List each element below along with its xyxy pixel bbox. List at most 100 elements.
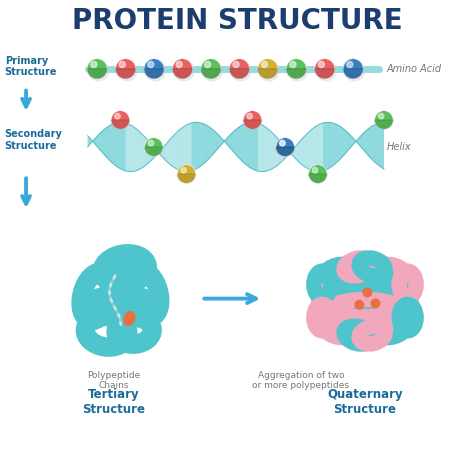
Polygon shape [340,127,341,159]
Polygon shape [156,150,157,155]
Polygon shape [380,123,381,167]
Polygon shape [273,134,274,168]
Polygon shape [166,143,167,162]
Polygon shape [344,129,345,155]
Polygon shape [91,140,92,143]
Polygon shape [224,140,225,142]
Polygon shape [132,126,133,172]
Polygon shape [265,127,266,171]
Polygon shape [364,132,365,151]
Polygon shape [246,123,247,166]
Circle shape [116,59,136,79]
Circle shape [233,61,239,68]
Polygon shape [347,132,348,151]
Polygon shape [232,132,233,152]
Polygon shape [357,139,358,144]
Polygon shape [345,129,346,155]
Circle shape [201,59,221,79]
Polygon shape [349,134,350,149]
Circle shape [87,59,107,79]
Polygon shape [312,128,313,171]
Polygon shape [119,122,120,169]
Polygon shape [189,124,190,172]
Polygon shape [254,122,255,170]
Polygon shape [329,122,330,168]
Polygon shape [146,139,147,165]
Polygon shape [236,128,237,156]
Wedge shape [111,120,129,129]
Polygon shape [100,132,101,151]
Circle shape [181,167,186,173]
Text: PROTEIN STRUCTURE: PROTEIN STRUCTURE [72,7,402,36]
Circle shape [371,299,380,308]
Polygon shape [221,138,222,145]
Polygon shape [244,124,245,163]
Polygon shape [249,122,250,168]
Polygon shape [321,123,322,171]
Polygon shape [278,138,279,165]
Polygon shape [373,125,374,161]
Polygon shape [377,123,378,165]
Circle shape [319,61,324,68]
Polygon shape [127,123,128,172]
Polygon shape [286,148,287,157]
Polygon shape [106,128,107,158]
Polygon shape [237,128,238,157]
Polygon shape [141,133,142,168]
Polygon shape [169,139,170,164]
Circle shape [309,164,327,183]
Polygon shape [139,131,140,170]
Polygon shape [264,126,265,172]
Circle shape [230,60,251,81]
Polygon shape [352,137,353,146]
Polygon shape [160,150,161,155]
Polygon shape [326,122,327,170]
Polygon shape [191,123,192,171]
Polygon shape [135,128,136,171]
Polygon shape [333,123,334,165]
Polygon shape [307,133,308,168]
Circle shape [176,61,182,68]
Circle shape [205,61,210,68]
Polygon shape [188,124,189,172]
Circle shape [343,59,363,79]
Circle shape [280,140,285,146]
Polygon shape [197,122,198,169]
Polygon shape [234,130,235,153]
Circle shape [177,164,196,183]
Polygon shape [88,136,89,147]
Circle shape [148,61,154,68]
Polygon shape [339,126,340,160]
Polygon shape [371,126,372,159]
Text: Primary
Structure: Primary Structure [5,55,57,77]
Polygon shape [183,126,184,172]
Polygon shape [168,141,169,163]
Polygon shape [250,122,251,168]
Polygon shape [233,131,234,153]
Polygon shape [343,128,344,156]
Polygon shape [198,122,199,168]
Wedge shape [177,174,196,183]
Circle shape [262,61,267,68]
Polygon shape [320,124,321,172]
Polygon shape [372,126,373,160]
Polygon shape [203,124,204,164]
Circle shape [286,59,306,79]
Polygon shape [182,128,183,171]
Polygon shape [116,123,117,166]
Polygon shape [172,137,173,166]
Polygon shape [248,123,249,167]
Polygon shape [338,126,339,161]
Polygon shape [204,124,205,163]
Circle shape [287,60,308,81]
Polygon shape [259,124,260,172]
Text: Aggregation of two
or more polypeptides: Aggregation of two or more polypeptides [253,371,349,390]
Polygon shape [350,135,351,148]
Polygon shape [133,127,134,172]
Polygon shape [161,149,162,156]
Polygon shape [362,134,363,149]
Circle shape [378,113,384,119]
Polygon shape [107,127,108,158]
Polygon shape [194,122,195,170]
Polygon shape [149,142,150,162]
